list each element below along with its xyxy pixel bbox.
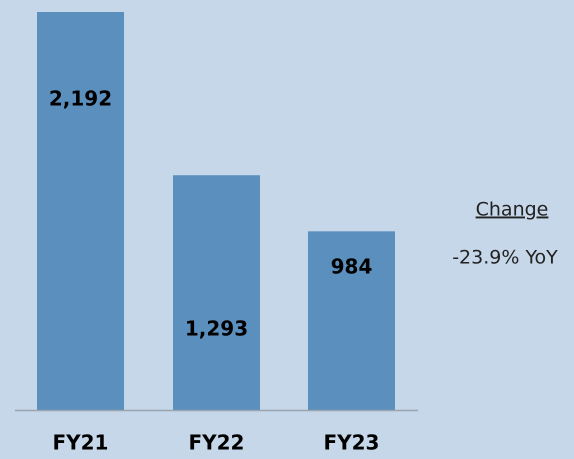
value-label: 984 [331, 255, 373, 279]
bar [173, 175, 260, 410]
bar [37, 12, 124, 410]
value-label: 1,293 [185, 317, 248, 341]
x-tick-label: FY22 [189, 431, 245, 455]
bar [308, 231, 395, 410]
annotation-change: -23.9% YoY [452, 247, 558, 269]
value-label: 2,192 [49, 87, 112, 111]
annotation-heading: Change [476, 199, 549, 221]
x-tick-label: FY21 [53, 431, 109, 455]
x-tick-label: FY23 [324, 431, 380, 455]
